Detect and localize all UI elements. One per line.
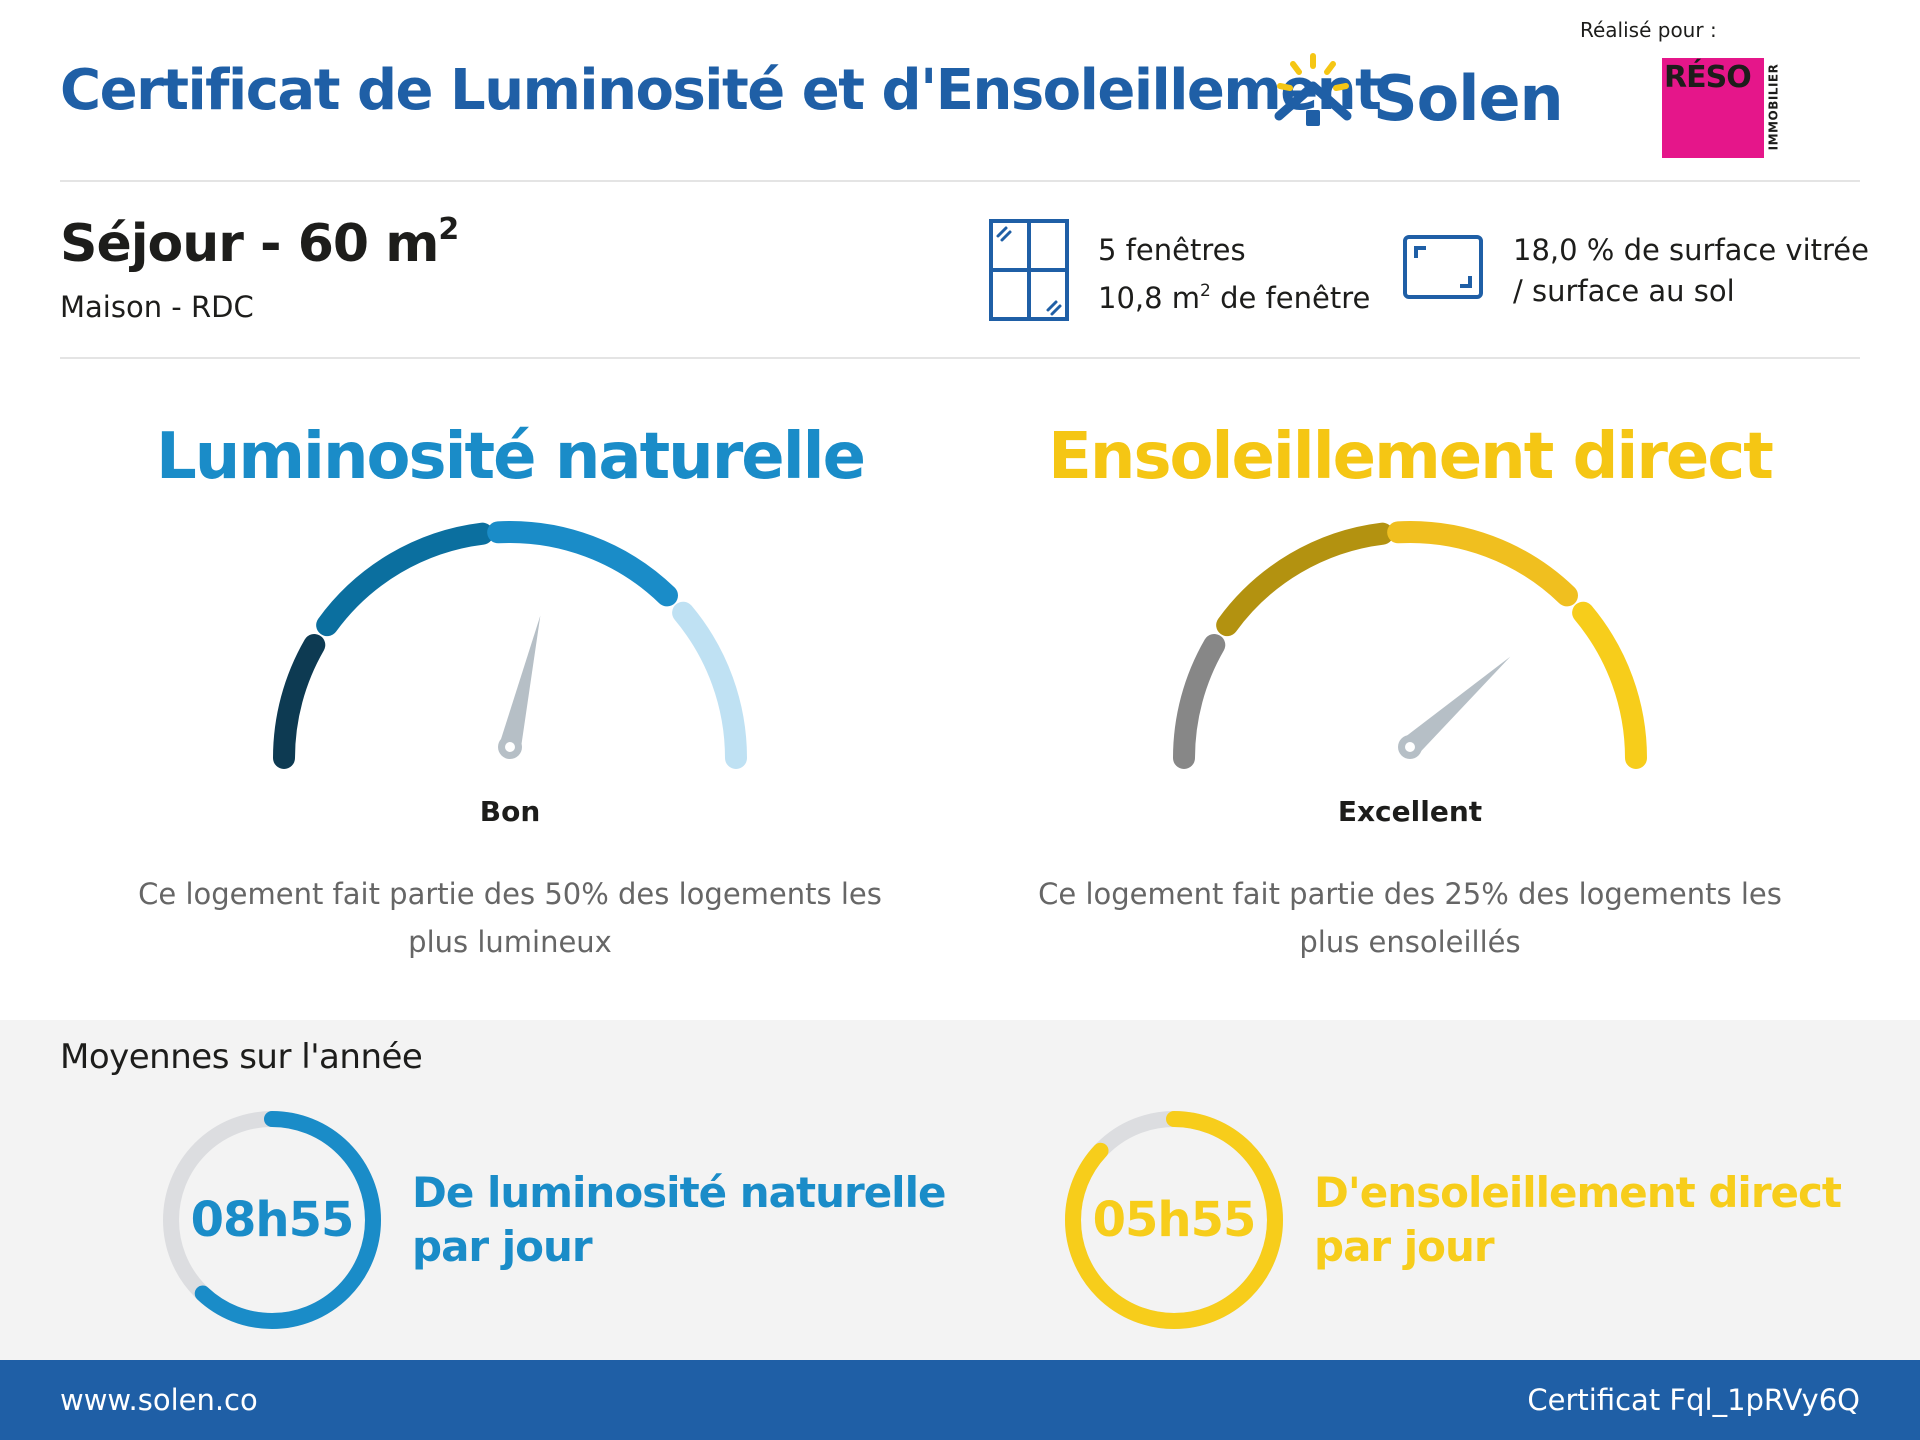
brand-name: Solen [1373, 62, 1564, 135]
windows-count: 5 fenêtres [1098, 233, 1246, 267]
room-title: Séjour - 60 m2 [60, 212, 459, 274]
sunshine-hours-ring [1065, 1111, 1283, 1329]
windows-area: 10,8 m [1098, 281, 1201, 315]
luminosity-hours-ring [163, 1111, 381, 1329]
luminosity-title: Luminosité naturelle [156, 420, 866, 494]
sunshine-gauge [1173, 521, 1647, 769]
made-for-label: Réalisé pour : [1580, 18, 1717, 42]
window-icon [989, 219, 1069, 321]
gauge-segment-high [487, 521, 678, 607]
windows-info: 5 fenêtres 10,8 m2 de fenêtre [1098, 230, 1370, 319]
room-subtitle: Maison - RDC [60, 290, 254, 324]
room-title-text: Séjour - 60 m [60, 214, 439, 274]
luminosity-hours-label-line2: par jour [412, 1222, 593, 1271]
gauge-needle-hub-center [505, 742, 515, 752]
partner-logo: RÉSO IMMOBILIER [1662, 58, 1782, 160]
partner-logo-name: RÉSO [1664, 60, 1752, 95]
glazed-ratio-line1: 18,0 % de surface vitrée [1513, 233, 1869, 267]
gauge-segment-low [273, 634, 326, 769]
footer-website-link[interactable]: www.solen.co [60, 1383, 258, 1417]
glazed-ratio-line2: / surface au sol [1513, 274, 1735, 308]
partner-logo-subtitle: IMMOBILIER [1766, 63, 1781, 151]
gauge-needle [499, 615, 541, 750]
sunshine-description: Ce logement fait partie des 25% des loge… [1038, 877, 1782, 959]
luminosity-hours-value: 08h55 [190, 1192, 355, 1248]
gauge-segment-very-high [1572, 601, 1647, 769]
yearly-averages-title: Moyennes sur l'année [60, 1037, 423, 1077]
sunshine-hours-label: D'ensoleillement direct par jour [1314, 1166, 1842, 1274]
certificate-id: Certificat Fql_1pRVy6Q [1527, 1383, 1860, 1417]
luminosity-hours-label-line1: De luminosité naturelle [412, 1168, 946, 1217]
ring-progress [163, 1111, 381, 1329]
gauge-segment-low [1173, 634, 1226, 769]
page-title: Certificat de Luminosité et d'Ensoleille… [60, 58, 1382, 123]
room-title-exponent: 2 [438, 212, 459, 247]
luminosity-rating: Bon [479, 795, 541, 828]
sunshine-title: Ensoleillement direct [1048, 420, 1774, 494]
gauge-segment-medium [316, 522, 494, 637]
sunshine-hours-value: 05h55 [1092, 1192, 1257, 1248]
luminosity-hours-label: De luminosité naturelle par jour [412, 1166, 946, 1274]
luminosity-gauge [273, 521, 747, 769]
partner-logo-subtitle-wrap: IMMOBILIER [1766, 58, 1780, 158]
floor-area-icon [1403, 235, 1483, 299]
windows-area-suffix: de fenêtre [1210, 281, 1371, 315]
windows-area-exponent: 2 [1200, 281, 1211, 301]
sunshine-hours-label-line2: par jour [1314, 1222, 1495, 1271]
sunshine-hours-label-line1: D'ensoleillement direct [1314, 1168, 1842, 1217]
windows-area-line: 10,8 m2 de fenêtre [1098, 271, 1370, 319]
sun-house-icon [1274, 53, 1352, 126]
room-divider [60, 357, 1860, 359]
gauge-segment-medium [1216, 522, 1394, 637]
partner-logo-box: RÉSO [1662, 58, 1764, 158]
gauge-segment-very-high [672, 601, 747, 769]
footer-bar [0, 1360, 1920, 1440]
solen-logo: Solen [1263, 50, 1564, 140]
header-divider [60, 180, 1860, 182]
glazed-ratio-info: 18,0 % de surface vitrée / surface au so… [1513, 230, 1869, 312]
ring-progress [1065, 1111, 1283, 1329]
gauge-segment-high [1387, 521, 1578, 607]
gauge-needle [1402, 656, 1511, 756]
sunshine-rating: Excellent [1337, 795, 1483, 828]
luminosity-description: Ce logement fait partie des 50% des loge… [138, 877, 882, 959]
gauge-needle-hub-center [1405, 742, 1415, 752]
